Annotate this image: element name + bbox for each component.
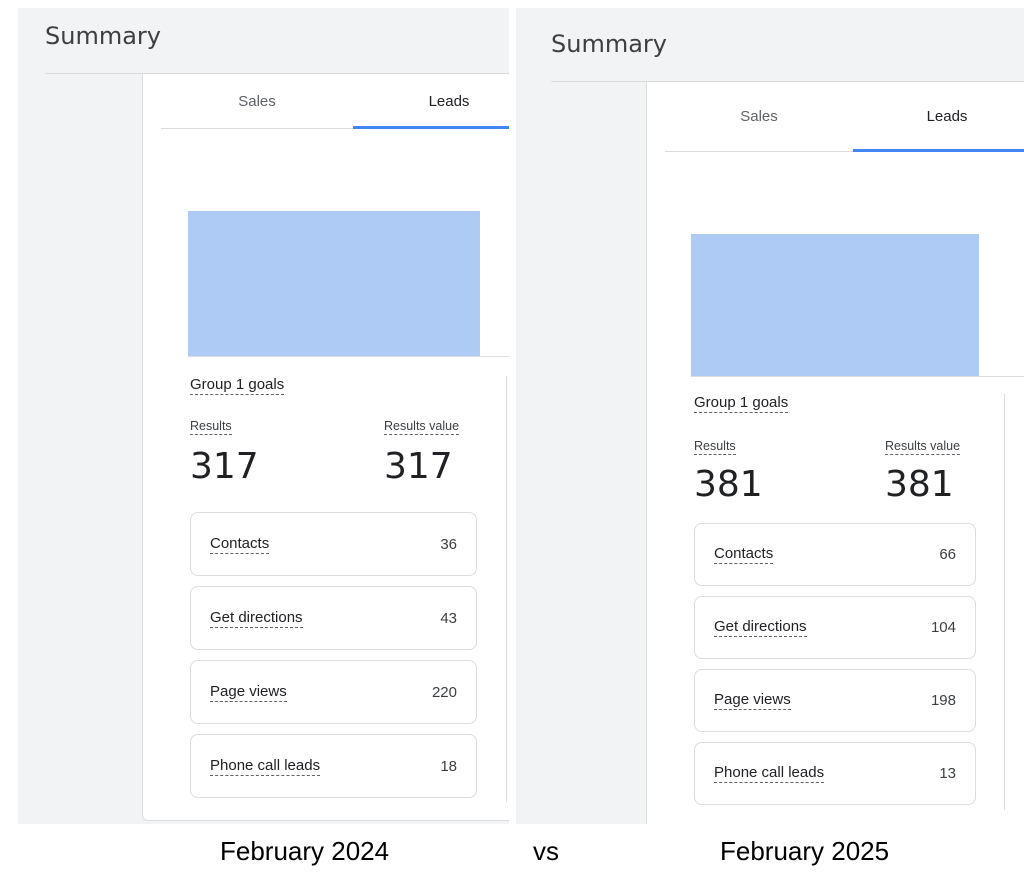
- summary-card: Sales Leads Group 1 goals Results Result…: [142, 74, 509, 821]
- summary-card: Sales Leads Group 1 goals Results Result…: [646, 82, 1024, 824]
- goal-count: 18: [440, 757, 457, 775]
- leads-chart-placeholder: [691, 234, 979, 376]
- chart-baseline: [691, 376, 1024, 377]
- goal-card-phone-call-leads[interactable]: Phone call leads 18: [190, 734, 477, 798]
- goal-card-page-views[interactable]: Page views 220: [190, 660, 477, 724]
- goal-name: Page views: [210, 682, 287, 702]
- goal-count: 36: [440, 535, 457, 553]
- goal-count: 220: [431, 683, 457, 701]
- chart-baseline: [188, 356, 509, 357]
- caption-feb-2025: February 2025: [720, 836, 890, 866]
- goal-name: Phone call leads: [714, 764, 825, 783]
- group-title[interactable]: Group 1 goals: [190, 376, 285, 395]
- goal-name: Phone call leads: [210, 756, 321, 776]
- summary-title: Summary: [45, 22, 161, 50]
- header-divider: [551, 81, 1024, 82]
- tab-leads[interactable]: Leads: [353, 74, 509, 129]
- header-divider: [45, 73, 509, 74]
- goal-card-contacts[interactable]: Contacts 36: [190, 512, 477, 576]
- goal-count: 13: [939, 765, 956, 782]
- results-value-label[interactable]: Results value: [885, 439, 961, 455]
- summary-panel-feb-2025: Summary Sales Leads Group 1 goals Result…: [516, 8, 1024, 824]
- tab-leads[interactable]: Leads: [853, 82, 1024, 152]
- results-label[interactable]: Results: [694, 439, 736, 455]
- goal-name: Get directions: [210, 608, 303, 628]
- caption-feb-2024: February 2024: [220, 836, 390, 866]
- caption-vs: vs: [533, 836, 559, 866]
- summary-title: Summary: [551, 30, 667, 58]
- results-number: 317: [190, 446, 259, 487]
- leads-chart-placeholder: [188, 211, 480, 356]
- tab-sales[interactable]: Sales: [238, 92, 276, 110]
- goal-card-contacts[interactable]: Contacts 66: [694, 523, 976, 586]
- goal-count: 198: [930, 692, 956, 709]
- goal-count: 66: [939, 546, 956, 563]
- goal-name: Page views: [714, 691, 791, 710]
- goal-count: 43: [440, 609, 457, 627]
- tab-bar: Sales Leads: [161, 74, 509, 129]
- results-value-number: 381: [885, 464, 954, 505]
- goal-card-phone-call-leads[interactable]: Phone call leads 13: [694, 742, 976, 805]
- tab-bar: Sales Leads: [665, 82, 1024, 152]
- goal-count: 104: [930, 619, 956, 636]
- results-value-label[interactable]: Results value: [384, 419, 460, 435]
- results-number: 381: [694, 464, 763, 505]
- summary-panel-feb-2024: Summary Sales Leads Group 1 goals Result…: [18, 8, 509, 824]
- tab-sales[interactable]: Sales: [740, 108, 778, 125]
- card-divider: [1004, 394, 1005, 810]
- card-divider: [506, 376, 507, 802]
- results-value-number: 317: [384, 446, 453, 487]
- goal-name: Get directions: [714, 618, 807, 637]
- goal-card-get-directions[interactable]: Get directions 43: [190, 586, 477, 650]
- goal-card-get-directions[interactable]: Get directions 104: [694, 596, 976, 659]
- results-label[interactable]: Results: [190, 419, 232, 435]
- group-title[interactable]: Group 1 goals: [694, 394, 789, 413]
- goal-name: Contacts: [714, 545, 774, 564]
- goal-card-page-views[interactable]: Page views 198: [694, 669, 976, 732]
- goal-name: Contacts: [210, 534, 270, 554]
